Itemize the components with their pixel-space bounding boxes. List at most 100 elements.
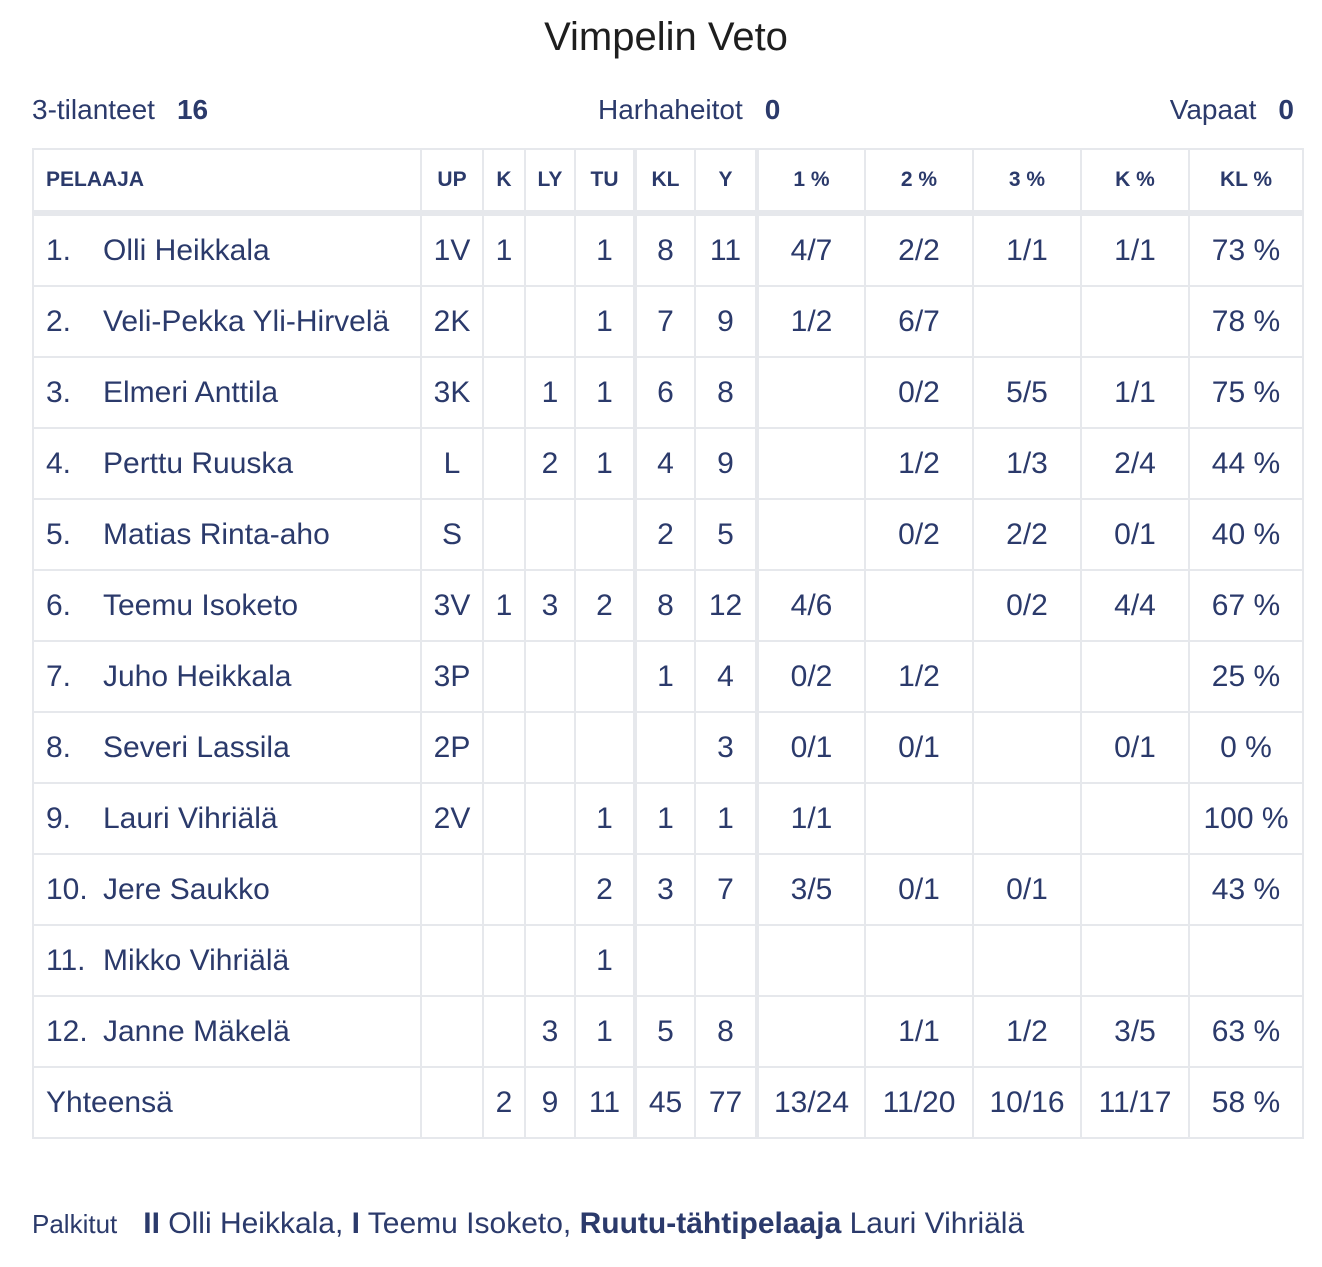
stat-fakes-value: 0 bbox=[764, 94, 781, 125]
player-cell: 7. Juho Heikkala bbox=[32, 640, 422, 713]
page-title: Vimpelin Veto bbox=[544, 15, 788, 59]
player-name-link[interactable]: Teemu Isoketo bbox=[103, 588, 299, 622]
cell-p2: 0/1 bbox=[864, 853, 974, 926]
cell-ly: 2 bbox=[524, 427, 576, 500]
table-row: 7. Juho Heikkala 3P 1 4 0/2 1/2 25 % bbox=[32, 640, 1304, 713]
header-tu[interactable]: TU bbox=[574, 148, 636, 214]
award-second-name: Teemu Isoketo, bbox=[360, 1207, 580, 1240]
cell-pk bbox=[1080, 782, 1190, 855]
cell-kl: 8 bbox=[633, 569, 696, 642]
cell-y: 3 bbox=[694, 711, 758, 784]
cell-k: 1 bbox=[482, 569, 526, 642]
header-p2[interactable]: 2 % bbox=[864, 148, 974, 214]
cell-up: 1V bbox=[420, 212, 484, 287]
cell-y: 1 bbox=[694, 782, 758, 855]
player-rank: 10. bbox=[46, 872, 88, 906]
cell-ly: 3 bbox=[524, 995, 576, 1068]
player-name-link[interactable]: Perttu Ruuska bbox=[103, 446, 294, 480]
cell-y: 9 bbox=[694, 285, 758, 358]
cell-ly bbox=[524, 285, 576, 358]
cell-y: 8 bbox=[694, 356, 758, 429]
player-cell: 11. Mikko Vihriälä bbox=[32, 924, 422, 997]
table-row: 3. Elmeri Anttila 3K 1 1 6 8 0/2 5/5 1/1 75 % bbox=[32, 356, 1304, 429]
player-name-link[interactable]: Severi Lassila bbox=[103, 730, 290, 764]
stat-free-value: 0 bbox=[1278, 94, 1294, 125]
header-pkl[interactable]: KL % bbox=[1188, 148, 1304, 214]
total-tu: 11 bbox=[574, 1066, 636, 1139]
cell-p2: 0/2 bbox=[864, 356, 974, 429]
header-up[interactable]: UP bbox=[420, 148, 484, 214]
total-kl: 45 bbox=[633, 1066, 696, 1139]
cell-ly: 3 bbox=[524, 569, 576, 642]
cell-tu bbox=[574, 640, 636, 713]
table-header-row: PELAAJA UP K LY TU KL Y 1 % 2 % 3 % K % … bbox=[32, 148, 1304, 214]
player-name-link[interactable]: Elmeri Anttila bbox=[103, 375, 279, 409]
cell-p1: 0/1 bbox=[755, 711, 866, 784]
awards-label: Palkitut bbox=[32, 1209, 118, 1239]
total-k: 2 bbox=[482, 1066, 526, 1139]
cell-ly bbox=[524, 782, 576, 855]
cell-kl bbox=[633, 711, 696, 784]
player-rank: 1. bbox=[46, 233, 72, 267]
cell-k bbox=[482, 640, 526, 713]
header-pk[interactable]: K % bbox=[1080, 148, 1190, 214]
header-p3[interactable]: 3 % bbox=[972, 148, 1082, 214]
cell-p1 bbox=[755, 427, 866, 500]
cell-pk: 1/1 bbox=[1080, 356, 1190, 429]
player-name-link[interactable]: Matias Rinta-aho bbox=[103, 517, 330, 551]
total-p3: 10/16 bbox=[972, 1066, 1082, 1139]
cell-p2: 0/1 bbox=[864, 711, 974, 784]
cell-p2: 2/2 bbox=[864, 212, 974, 287]
player-name-link[interactable]: Lauri Vihriälä bbox=[103, 801, 278, 835]
cell-p3: 0/1 bbox=[972, 853, 1082, 926]
player-name-link[interactable]: Jere Saukko bbox=[103, 872, 270, 906]
cell-k bbox=[482, 924, 526, 997]
player-name-link[interactable]: Olli Heikkala bbox=[103, 233, 270, 267]
player-name-link[interactable]: Veli-Pekka Yli-Hirvelä bbox=[103, 304, 390, 338]
player-cell: 6. Teemu Isoketo bbox=[32, 569, 422, 642]
table-row: 11. Mikko Vihriälä 1 bbox=[32, 924, 1304, 997]
cell-y: 5 bbox=[694, 498, 758, 571]
cell-pk bbox=[1080, 924, 1190, 997]
header-ly[interactable]: LY bbox=[524, 148, 576, 214]
cell-tu: 1 bbox=[574, 356, 636, 429]
player-rank: 5. bbox=[46, 517, 72, 551]
cell-pk bbox=[1080, 853, 1190, 926]
header-pelaaja[interactable]: PELAAJA bbox=[32, 148, 422, 214]
player-name-link[interactable]: Juho Heikkala bbox=[103, 659, 292, 693]
player-name-link[interactable]: Janne Mäkelä bbox=[103, 1014, 290, 1048]
cell-pk: 3/5 bbox=[1080, 995, 1190, 1068]
player-cell: 3. Elmeri Anttila bbox=[32, 356, 422, 429]
cell-kl: 8 bbox=[633, 212, 696, 287]
cell-pkl: 67 % bbox=[1188, 569, 1304, 642]
cell-up bbox=[420, 995, 484, 1068]
cell-p3: 1/2 bbox=[972, 995, 1082, 1068]
player-name-link[interactable]: Mikko Vihriälä bbox=[103, 943, 290, 977]
cell-tu: 1 bbox=[574, 924, 636, 997]
cell-p1: 4/6 bbox=[755, 569, 866, 642]
table-row: 2. Veli-Pekka Yli-Hirvelä 2K 1 7 9 1/2 6/7 78 % bbox=[32, 285, 1304, 358]
table-row: 5. Matias Rinta-aho S 2 5 0/2 2/2 0/1 40 % bbox=[32, 498, 1304, 571]
total-pkl: 58 % bbox=[1188, 1066, 1304, 1139]
cell-p2: 0/2 bbox=[864, 498, 974, 571]
cell-kl: 4 bbox=[633, 427, 696, 500]
player-cell: 2. Veli-Pekka Yli-Hirvelä bbox=[32, 285, 422, 358]
cell-p2: 1/1 bbox=[864, 995, 974, 1068]
cell-p1: 1/1 bbox=[755, 782, 866, 855]
header-kl[interactable]: KL bbox=[633, 148, 696, 214]
total-pk: 11/17 bbox=[1080, 1066, 1190, 1139]
cell-p3 bbox=[972, 924, 1082, 997]
cell-pkl bbox=[1188, 924, 1304, 997]
stat-fake-throws: Harhaheitot 0 bbox=[598, 90, 780, 130]
total-label: Yhteensä bbox=[32, 1066, 422, 1139]
player-cell: 4. Perttu Ruuska bbox=[32, 427, 422, 500]
header-y[interactable]: Y bbox=[694, 148, 758, 214]
total-p2: 11/20 bbox=[864, 1066, 974, 1139]
header-p1[interactable]: 1 % bbox=[755, 148, 866, 214]
cell-pk: 2/4 bbox=[1080, 427, 1190, 500]
header-k[interactable]: K bbox=[482, 148, 526, 214]
cell-p2: 1/2 bbox=[864, 427, 974, 500]
cell-tu: 1 bbox=[574, 427, 636, 500]
stat-free-label: Vapaat bbox=[1169, 94, 1257, 125]
cell-up: S bbox=[420, 498, 484, 571]
